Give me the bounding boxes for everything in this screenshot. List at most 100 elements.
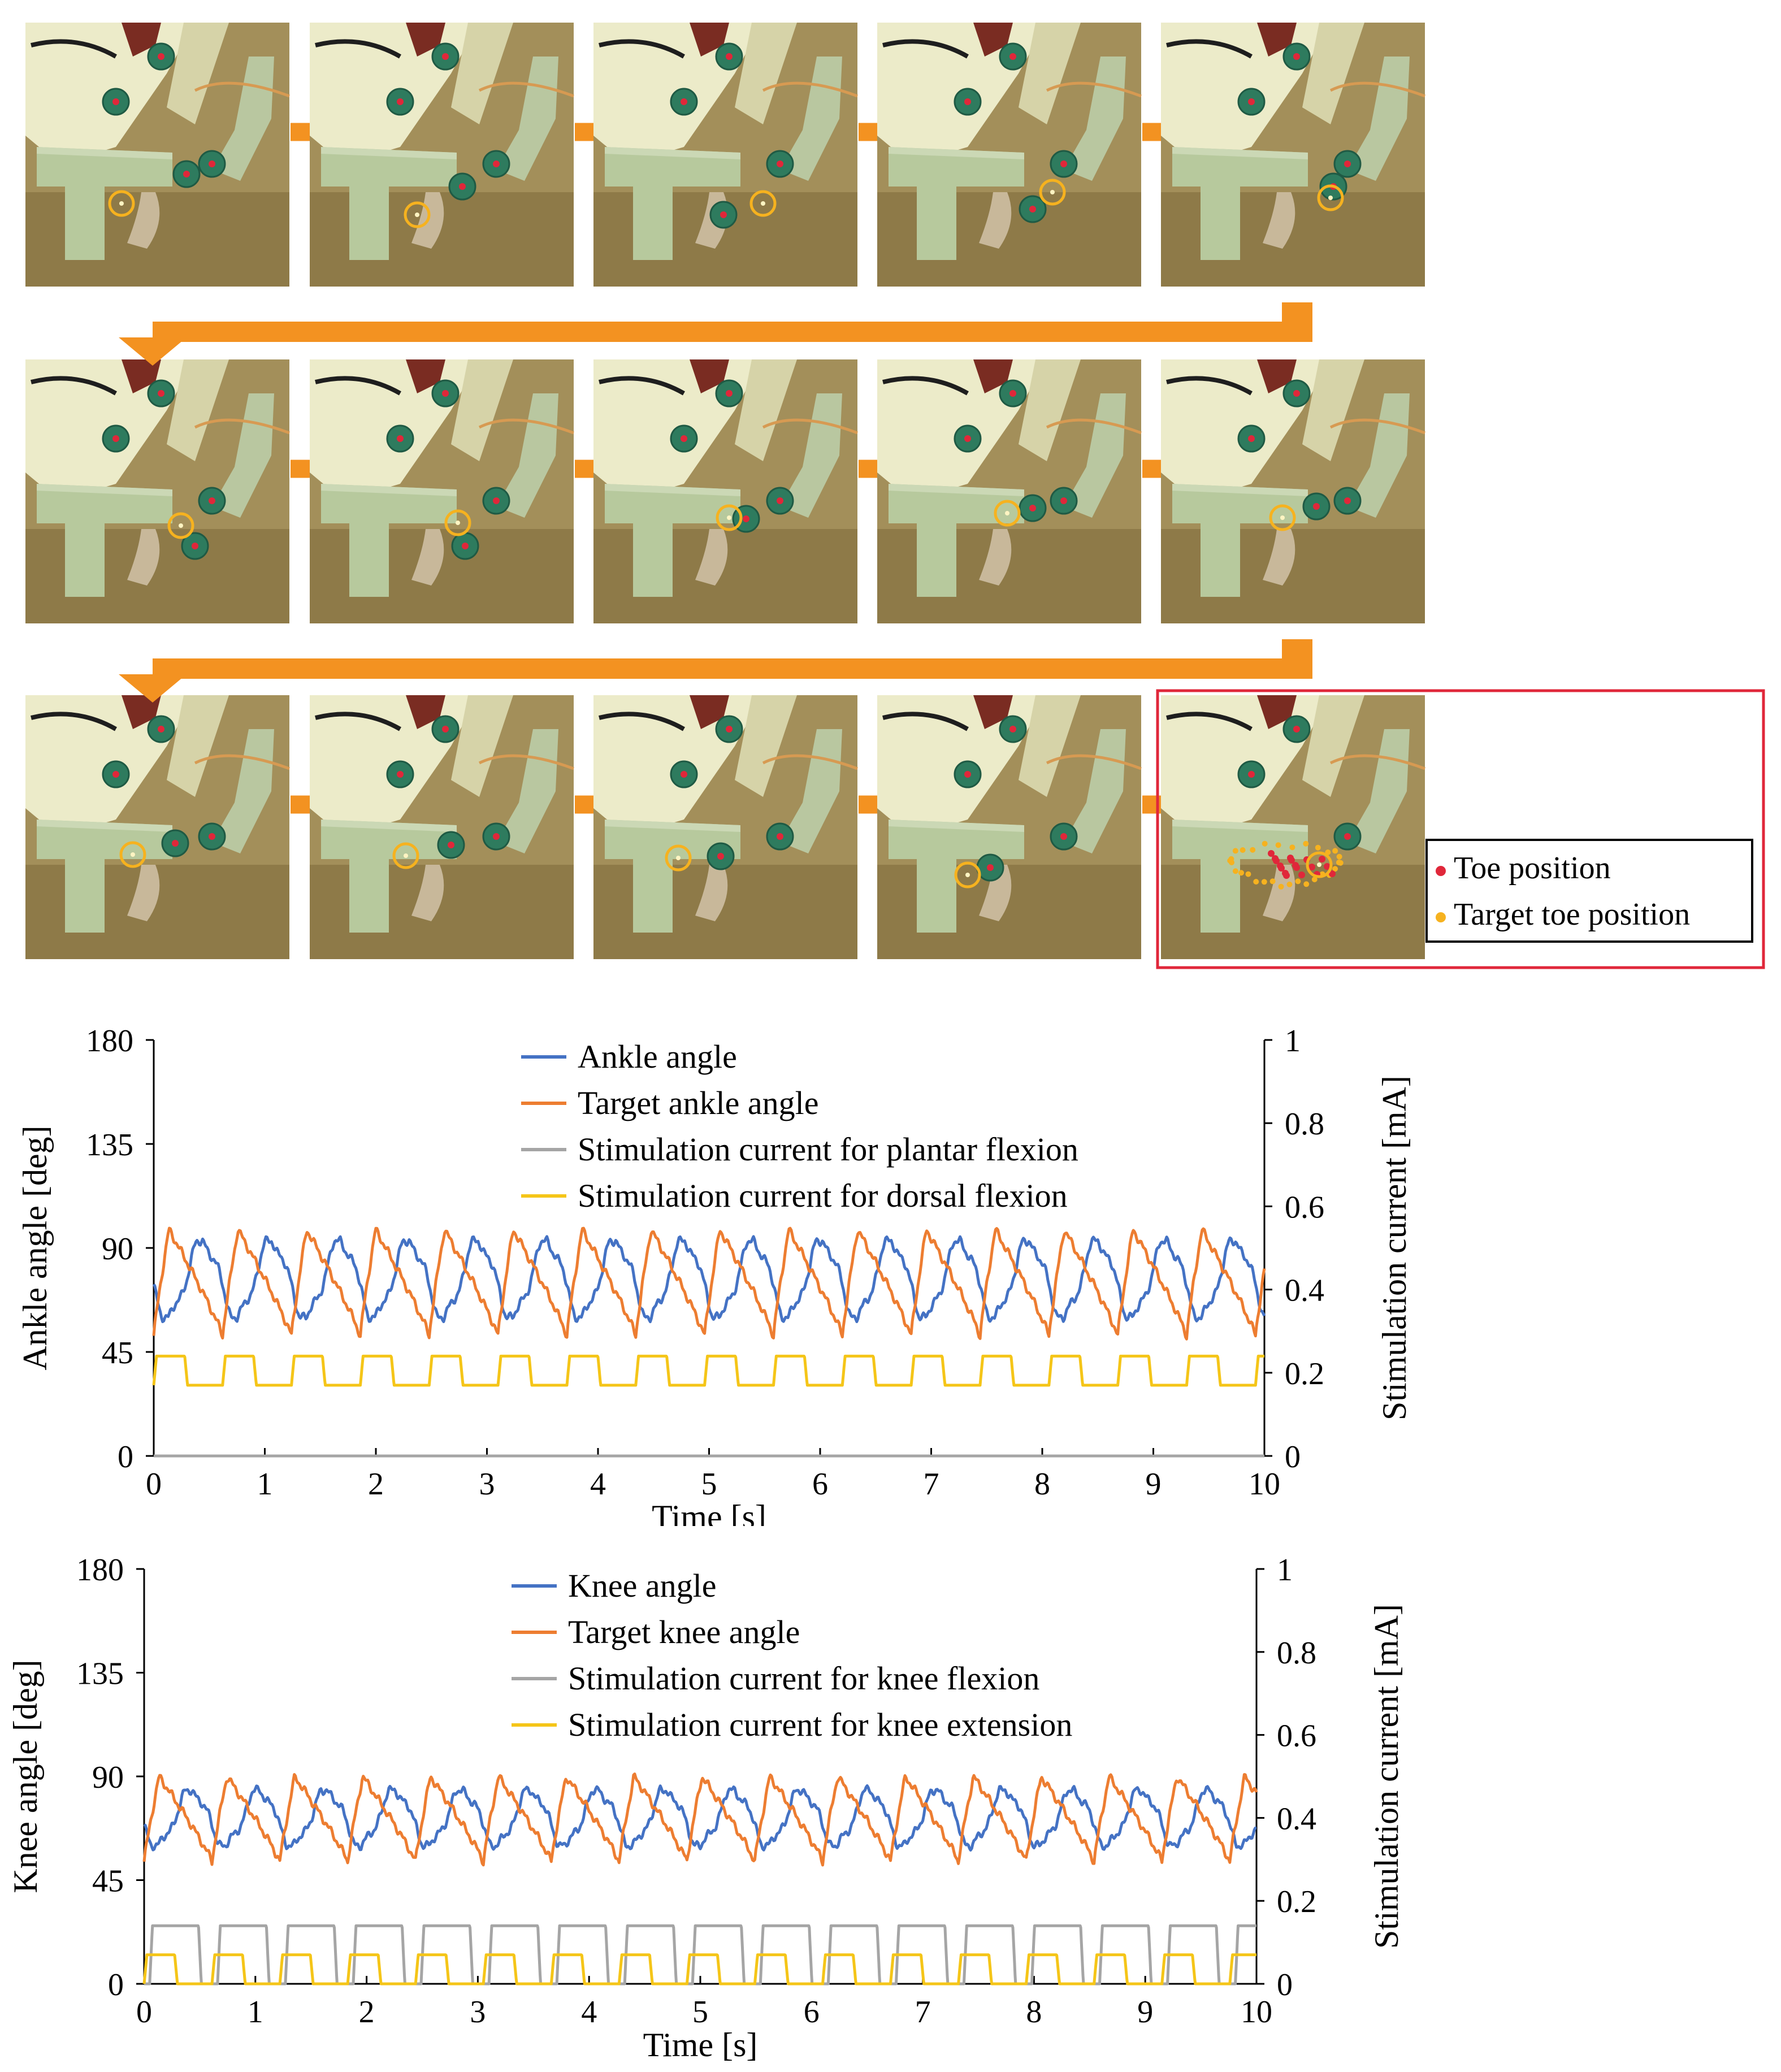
x-tick-label: 7 — [915, 1995, 931, 2030]
y2-tick-label: 1 — [1277, 1553, 1293, 1588]
x-tick-label: 6 — [804, 1995, 820, 2030]
x-tick-label: 2 — [368, 1467, 384, 1502]
video-frame — [25, 359, 289, 623]
target-toe-point — [1245, 871, 1251, 877]
legend-label: Stimulation current for plantar flexion — [578, 1131, 1078, 1168]
y2-axis-title: Stimulation current [mA] — [1376, 1076, 1413, 1420]
series-line-1 — [143, 1784, 1257, 1852]
target-toe-point — [1286, 881, 1293, 887]
toe-marker — [172, 160, 201, 188]
y-tick-label: 45 — [102, 1336, 133, 1371]
toe-marker — [976, 853, 1004, 882]
target-toe-point — [1261, 879, 1267, 885]
x-tick-label: 0 — [136, 1995, 152, 2030]
toe-marker — [707, 842, 735, 870]
toe-marker — [437, 831, 465, 859]
x-tick-label: 8 — [1026, 1995, 1042, 2030]
video-frame — [593, 359, 857, 623]
y-tick-label: 90 — [92, 1760, 124, 1795]
x-tick-label: 2 — [359, 1995, 375, 2030]
target-toe-point — [1332, 848, 1338, 854]
video-frame — [25, 695, 289, 959]
y2-tick-label: 0.2 — [1277, 1884, 1316, 1919]
result-highlight-box — [1156, 689, 1765, 969]
x-tick-label: 5 — [701, 1467, 717, 1502]
x-tick-label: 10 — [1249, 1467, 1280, 1502]
y-tick-label: 0 — [108, 1967, 124, 2002]
wrap-arrow-head-icon — [119, 674, 187, 703]
y-tick-label: 135 — [86, 1128, 133, 1163]
target-toe-point — [1269, 878, 1276, 885]
x-tick-label: 1 — [257, 1467, 273, 1502]
toe-position-label: Toe position — [1454, 851, 1611, 886]
toe-dot-icon — [1436, 866, 1446, 877]
toe-point — [1268, 850, 1275, 857]
legend-label: Stimulation current for dorsal flexion — [578, 1177, 1068, 1214]
toe-point — [1287, 855, 1294, 861]
y-tick-label: 180 — [86, 1024, 133, 1059]
y-tick-label: 90 — [102, 1232, 133, 1267]
x-tick-label: 9 — [1137, 1995, 1153, 2030]
target-dot-icon — [1436, 912, 1446, 923]
legend-label: Target knee angle — [568, 1614, 800, 1650]
target-toe-point — [1250, 847, 1256, 853]
x-tick-label: 0 — [146, 1467, 162, 1502]
video-frame — [877, 695, 1141, 959]
x-tick-label: 1 — [248, 1995, 263, 2030]
target-toe-point — [1289, 844, 1295, 851]
y2-tick-label: 0.6 — [1277, 1719, 1316, 1754]
target-toe-point — [1336, 853, 1342, 860]
video-frame — [877, 359, 1141, 623]
y-tick-label: 180 — [76, 1553, 124, 1588]
y2-tick-label: 0 — [1277, 1967, 1293, 2002]
toe-marker — [451, 532, 479, 560]
series-line-4 — [152, 1354, 1266, 1387]
toe-marker — [161, 829, 189, 857]
x-tick-label: 3 — [470, 1995, 486, 2030]
toe-point — [1292, 862, 1299, 869]
target-toe-point — [1253, 879, 1259, 885]
x-tick-label: 3 — [479, 1467, 495, 1502]
target-toe-point — [1303, 840, 1309, 847]
wrap-arrow-head-icon — [119, 337, 187, 366]
y-axis-title: Knee angle [deg] — [7, 1659, 44, 1893]
target-toe-point — [1278, 883, 1284, 890]
video-frame — [1161, 23, 1425, 287]
target-toe-point — [1232, 848, 1238, 854]
y2-tick-label: 0 — [1285, 1440, 1301, 1475]
y-tick-label: 45 — [92, 1864, 124, 1899]
y2-tick-label: 0.4 — [1285, 1273, 1324, 1308]
x-tick-label: 6 — [812, 1467, 828, 1502]
series-line-3 — [143, 1924, 1258, 1986]
target-toe-point — [1262, 840, 1268, 847]
target-toe-point — [1232, 868, 1238, 874]
toe-marker — [1302, 492, 1331, 521]
legend-label: Ankle angle — [578, 1038, 737, 1075]
x-tick-label: 10 — [1241, 1995, 1272, 2030]
legend-label: Target ankle angle — [578, 1085, 818, 1121]
legend-label: Knee angle — [568, 1567, 716, 1604]
target-toe-point — [1303, 881, 1310, 887]
video-frame — [310, 23, 574, 287]
series-line-2 — [152, 1226, 1266, 1341]
video-frame — [310, 359, 574, 623]
target-toe-point — [1240, 847, 1246, 853]
x-tick-label: 5 — [692, 1995, 708, 2030]
video-frame — [593, 23, 857, 287]
target-toe-point — [1311, 877, 1318, 883]
y2-tick-label: 0.8 — [1285, 1107, 1324, 1142]
toe-point — [1282, 870, 1289, 877]
y2-tick-label: 1 — [1285, 1024, 1301, 1059]
y2-tick-label: 0.6 — [1285, 1190, 1324, 1225]
toe-marker — [448, 172, 476, 201]
video-frame — [310, 695, 574, 959]
legend-label: Stimulation current for knee flexion — [568, 1660, 1039, 1697]
series-line-2 — [142, 1772, 1258, 1867]
video-frame — [1161, 359, 1425, 623]
y2-tick-label: 0.4 — [1277, 1801, 1316, 1836]
target-toe-point — [1228, 856, 1234, 862]
y-tick-label: 135 — [76, 1657, 124, 1692]
toe-legend: Toe position Target toe position — [1425, 839, 1753, 943]
